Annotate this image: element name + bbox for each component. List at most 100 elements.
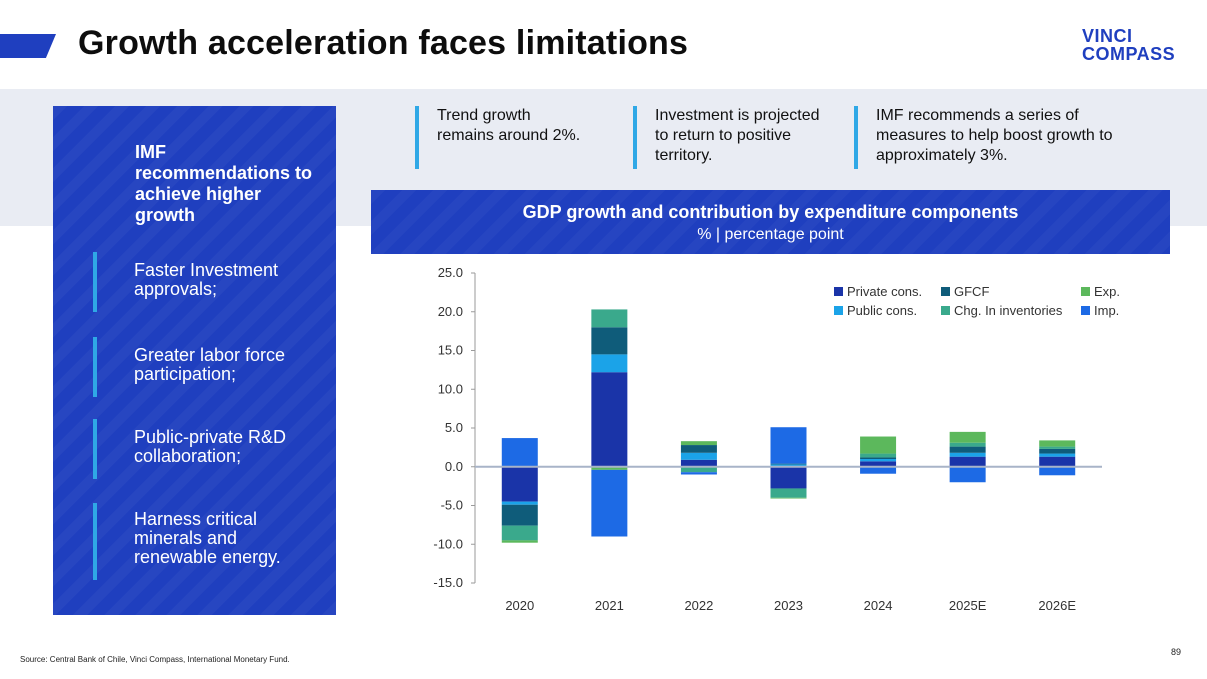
legend-label: Imp. [1094, 303, 1119, 318]
recommendation-marker [93, 337, 97, 397]
bar-segment [949, 466, 986, 483]
legend-swatch [1081, 287, 1090, 296]
bar-segment [949, 446, 986, 453]
bar-segment [1039, 440, 1076, 447]
bar-segment [770, 497, 807, 499]
bar-segment [591, 466, 628, 470]
x-tick-label: 2026E [1038, 598, 1076, 613]
y-tick-label: -5.0 [441, 498, 463, 513]
x-tick-label: 2021 [595, 598, 624, 613]
panel-heading: IMF recommendations to achieve higher gr… [135, 142, 313, 225]
callout-text: Trend growth remains around 2%. [437, 107, 581, 144]
callout-trend-growth: Trend growth remains around 2%. [415, 106, 585, 169]
bar-segment [591, 469, 628, 537]
recommendation-marker [93, 252, 97, 312]
callout-marker [415, 106, 419, 169]
recommendation-item: Harness critical minerals and renewable … [93, 503, 323, 580]
legend-label: Public cons. [847, 303, 917, 318]
x-tick-label: 2024 [864, 598, 893, 613]
recommendation-label: Public-private R&D collaboration; [134, 427, 287, 466]
bar-segment [860, 466, 897, 474]
bar-segment [591, 309, 628, 328]
legend-swatch [834, 287, 843, 296]
legend-swatch [834, 306, 843, 315]
page-title: Growth acceleration faces limitations [78, 24, 689, 62]
callout-imf: IMF recommends a series of measures to h… [854, 106, 1134, 169]
bar-segment [680, 459, 717, 467]
recommendation-item: Greater labor force participation; [93, 337, 323, 397]
legend-label: Private cons. [847, 284, 922, 299]
chart-subtitle: % | percentage point [697, 226, 844, 243]
y-tick-label: 20.0 [438, 304, 463, 319]
y-tick-label: 25.0 [438, 265, 463, 280]
title-accent-bar [0, 34, 56, 58]
callout-text: Investment is projected to return to pos… [655, 107, 820, 164]
x-tick-label: 2022 [684, 598, 713, 613]
page-number: 89 [1171, 647, 1182, 657]
bar-segment [680, 445, 717, 453]
bar-segment [680, 466, 717, 473]
callout-marker [854, 106, 858, 169]
bar-segment [501, 438, 538, 467]
logo-line-1: VINCI [1082, 26, 1133, 46]
recommendation-label: Faster Investment approvals; [134, 260, 279, 299]
recommendation-label: Greater labor force participation; [134, 345, 286, 384]
recommendation-marker [93, 503, 97, 580]
bar-segment [680, 472, 717, 475]
bar-segment [1039, 453, 1076, 457]
callout-text: IMF recommends a series of measures to h… [876, 107, 1113, 164]
bar-segment [949, 431, 986, 443]
bar-segment [591, 354, 628, 373]
bar-segment [770, 466, 807, 489]
bar-segment [770, 427, 807, 464]
legend-swatch [941, 287, 950, 296]
bar-segment [1039, 466, 1076, 476]
legend-swatch [1081, 306, 1090, 315]
bar-segment [770, 488, 807, 498]
bar-segment [860, 457, 897, 459]
x-tick-label: 2023 [774, 598, 803, 613]
callout-investment: Investment is projected to return to pos… [633, 106, 833, 169]
bar-segment [949, 442, 986, 447]
recommendation-item: Public-private R&D collaboration; [93, 419, 323, 479]
bar-segment [949, 452, 986, 457]
bar-segment [591, 372, 628, 467]
bar-segment [591, 327, 628, 355]
y-tick-label: -10.0 [433, 536, 463, 551]
bar-segment [1039, 448, 1076, 454]
bar-segment [501, 540, 538, 543]
bar-segment [860, 459, 897, 462]
bar-segment [770, 463, 807, 465]
bar-segment [1039, 446, 1076, 449]
bar-segment [501, 501, 538, 505]
y-tick-label: -15.0 [433, 575, 463, 590]
bar-segment [501, 504, 538, 526]
legend-swatch [941, 306, 950, 315]
x-tick-label: 2020 [505, 598, 534, 613]
legend-label: Exp. [1094, 284, 1120, 299]
recommendation-marker [93, 419, 97, 479]
bar-segment [860, 453, 897, 458]
y-tick-label: 5.0 [445, 420, 463, 435]
bar-segment [949, 456, 986, 467]
bar-segment [1039, 456, 1076, 467]
legend-label: Chg. In inventories [954, 303, 1063, 318]
imf-recommendations-panel: IMF recommendations to achieve higher gr… [53, 106, 336, 615]
bar-segment [770, 464, 807, 467]
chart-title: GDP growth and contribution by expenditu… [522, 202, 1019, 222]
bar-segment [680, 441, 717, 446]
callout-marker [633, 106, 637, 169]
gdp-contribution-chart: 25.0 20.0 15.0 10.0 5.0 0.0 -5.0 -10.0 -15.0 2020… [433, 265, 1120, 613]
source-note: Source: Central Bank of Chile, Vinci Com… [20, 655, 290, 664]
bar-segment [860, 436, 897, 454]
legend-label: GFCF [954, 284, 989, 299]
bar-segment [501, 525, 538, 541]
bar-segment [860, 461, 897, 467]
y-tick-label: 10.0 [438, 381, 463, 396]
logo-line-2: COMPASS [1082, 44, 1176, 64]
recommendation-item: Faster Investment approvals; [93, 252, 323, 312]
chart-header: GDP growth and contribution by expenditu… [371, 190, 1170, 254]
y-tick-label: 15.0 [438, 343, 463, 358]
bar-segment [680, 452, 717, 460]
bar-segment [501, 466, 538, 502]
